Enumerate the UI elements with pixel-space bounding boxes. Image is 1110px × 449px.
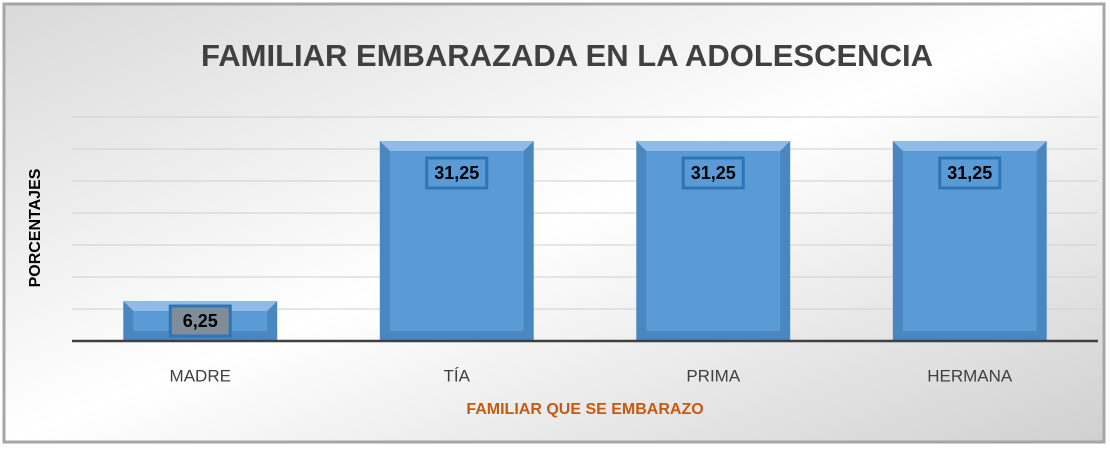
x-axis-label: FAMILIAR QUE SE EMBARAZO (466, 401, 703, 418)
data-label-box (681, 156, 745, 190)
data-label: 31,25 (434, 163, 479, 183)
data-label: 31,25 (947, 163, 992, 183)
bar-bevel (892, 141, 1047, 151)
chart-title: FAMILIAR EMBARAZADA EN LA ADOLESCENCIA (201, 38, 933, 73)
x-tick-label: HERMANA (927, 366, 1013, 385)
bar-bevel (636, 141, 791, 151)
x-tick-label: TÍA (444, 366, 471, 385)
data-label-box (168, 304, 232, 338)
data-label: 31,25 (691, 163, 736, 183)
data-label: 6,25 (183, 311, 218, 331)
bar-bevel (379, 141, 534, 151)
data-label-box (425, 156, 489, 190)
x-tick-label: PRIMA (686, 366, 741, 385)
x-tick-label: MADRE (170, 366, 231, 385)
y-axis-label: PORCENTAJES (27, 168, 44, 287)
data-label-box (938, 156, 1002, 190)
